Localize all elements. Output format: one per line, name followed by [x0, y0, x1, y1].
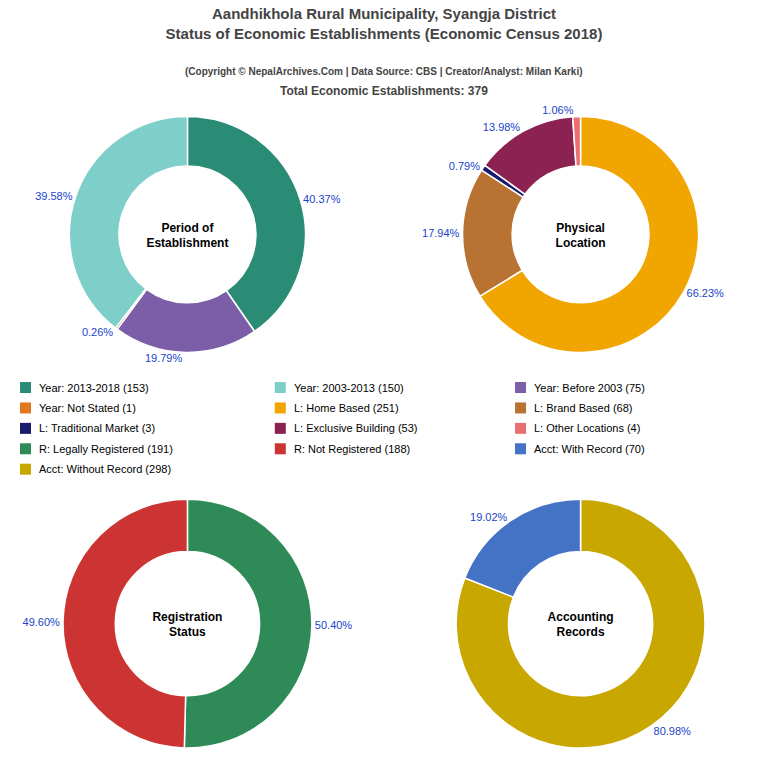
- svg-text:L: Exclusive Building (53): L: Exclusive Building (53): [294, 422, 418, 434]
- svg-text:1.06%: 1.06%: [542, 104, 573, 116]
- svg-text:40.37%: 40.37%: [303, 193, 341, 205]
- svg-text:Period ofEstablishment: Period ofEstablishment: [146, 221, 228, 251]
- svg-text:0.79%: 0.79%: [449, 160, 480, 172]
- svg-text:Year: Not Stated (1): Year: Not Stated (1): [39, 402, 136, 414]
- svg-text:Acct: Without Record (298): Acct: Without Record (298): [39, 463, 171, 475]
- svg-text:Total Economic Establishments:: Total Economic Establishments: 379: [280, 84, 488, 98]
- svg-text:R: Legally Registered (191): R: Legally Registered (191): [39, 443, 173, 455]
- svg-text:L: Brand Based (68): L: Brand Based (68): [534, 402, 632, 414]
- svg-text:L: Traditional Market (3): L: Traditional Market (3): [39, 422, 155, 434]
- svg-text:0.26%: 0.26%: [82, 326, 113, 338]
- svg-text:80.98%: 80.98%: [654, 725, 692, 737]
- svg-text:AccountingRecords: AccountingRecords: [548, 610, 614, 640]
- svg-text:19.02%: 19.02%: [470, 511, 508, 523]
- svg-text:49.60%: 49.60%: [23, 616, 61, 628]
- svg-text:R: Not Registered (188): R: Not Registered (188): [294, 443, 410, 455]
- svg-text:17.94%: 17.94%: [422, 227, 460, 239]
- svg-text:RegistrationStatus: RegistrationStatus: [152, 610, 222, 640]
- svg-text:39.58%: 39.58%: [35, 190, 73, 202]
- svg-text:L: Home Based (251): L: Home Based (251): [294, 402, 399, 414]
- svg-text:Year: 2013-2018 (153): Year: 2013-2018 (153): [39, 382, 149, 394]
- svg-text:Year: Before 2003 (75): Year: Before 2003 (75): [534, 382, 645, 394]
- svg-text:Acct: With Record (70): Acct: With Record (70): [534, 443, 645, 455]
- svg-text:19.79%: 19.79%: [145, 352, 183, 364]
- svg-text:Year: 2003-2013 (150): Year: 2003-2013 (150): [294, 382, 404, 394]
- svg-text:L: Other Locations (4): L: Other Locations (4): [534, 422, 640, 434]
- svg-text:50.40%: 50.40%: [315, 619, 353, 631]
- svg-text:66.23%: 66.23%: [687, 287, 725, 299]
- svg-text:Aandhikhola Rural Municipality: Aandhikhola Rural Municipality, Syangja …: [166, 5, 603, 42]
- svg-text:PhysicalLocation: PhysicalLocation: [556, 221, 606, 251]
- svg-text:13.98%: 13.98%: [483, 121, 521, 133]
- svg-text:(Copyright © NepalArchives.Com: (Copyright © NepalArchives.Com | Data So…: [185, 66, 583, 77]
